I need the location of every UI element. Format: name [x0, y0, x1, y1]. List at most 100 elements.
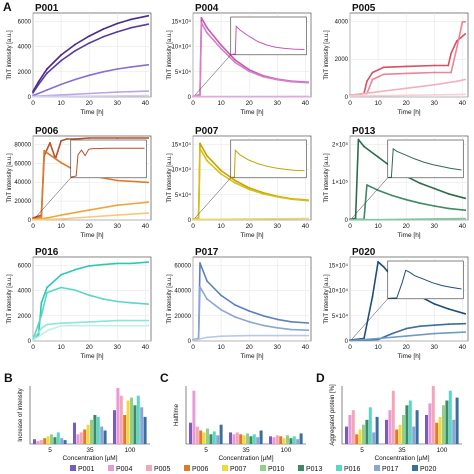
data-point	[433, 64, 436, 67]
bar	[86, 424, 90, 444]
bar	[56, 432, 60, 444]
bar	[296, 439, 300, 444]
data-point	[206, 336, 208, 339]
bar	[246, 433, 249, 444]
data-point	[234, 59, 237, 61]
series-line	[349, 21, 466, 97]
data-point	[32, 91, 34, 94]
line-chart-p007: 0 10 20 30 40 0 5×10⁴ 10×10⁴ 15×10⁴ Time [h] ThT i…	[167, 126, 312, 239]
data-point	[147, 324, 150, 327]
series-line	[192, 334, 309, 342]
data-point	[366, 184, 368, 186]
y-tick-label: 0	[345, 339, 349, 345]
bar-chart-d: 5 35 100 Concentration [µM] Aggregated prote…	[330, 384, 462, 462]
data-point	[377, 337, 379, 340]
y-axis-label: ThT intensity [a.u.]	[324, 274, 330, 324]
inset-series-line	[230, 25, 305, 56]
data-point	[447, 308, 450, 310]
data-point	[60, 324, 62, 327]
bar	[39, 440, 43, 444]
data-point	[366, 80, 368, 83]
bar	[435, 422, 439, 444]
data-point	[116, 324, 119, 327]
line-chart-p005: 0 10 20 30 40 0 2000 4000 Time [h] ThT intensity …	[324, 3, 469, 116]
x-tick-label: 10	[374, 344, 382, 351]
x-tick-label: 30	[431, 344, 439, 351]
x-tick-label: 30	[274, 344, 282, 351]
bar	[119, 395, 123, 444]
bar	[375, 416, 379, 444]
panel-title: P007	[195, 126, 219, 137]
inset-frame	[230, 139, 307, 179]
legend-swatch	[412, 465, 418, 471]
bar	[442, 405, 445, 444]
data-point	[147, 261, 150, 263]
data-point	[88, 95, 91, 98]
y-axis-label: ThT intensity [a.u.]	[167, 274, 173, 324]
data-point	[49, 142, 51, 144]
data-point	[220, 173, 223, 175]
data-point	[147, 63, 150, 66]
x-tick-label: 20	[86, 223, 94, 230]
data-point	[46, 217, 48, 219]
bar	[395, 429, 399, 444]
data-point	[220, 169, 223, 172]
data-point	[262, 314, 265, 317]
category-label: 35	[398, 447, 406, 454]
data-point	[88, 265, 91, 267]
x-tick-label: 20	[246, 100, 254, 107]
y-tick-label: 2×10⁵	[332, 141, 349, 148]
data-point	[40, 327, 43, 330]
data-point	[382, 73, 385, 76]
x-tick-label: 10	[57, 223, 65, 230]
y-axis-label: ThT intensity [a.u.]	[7, 274, 13, 324]
panel-title: P017	[195, 247, 219, 258]
bar	[206, 428, 209, 444]
data-point	[65, 138, 68, 140]
data-point	[248, 310, 251, 312]
data-point	[349, 218, 351, 221]
data-point	[130, 301, 133, 304]
data-point	[307, 322, 310, 324]
y-tick-label: 0	[188, 95, 192, 101]
bar	[345, 426, 348, 444]
data-point	[206, 298, 208, 300]
series-line	[32, 94, 149, 98]
y-tick-label: 1×10⁵	[332, 179, 349, 186]
y-tick-label: 20000	[174, 314, 191, 320]
x-tick-label: 30	[274, 100, 282, 107]
data-point	[464, 20, 467, 23]
x-tick-label: 30	[114, 223, 122, 230]
data-point	[307, 329, 310, 332]
data-point	[60, 322, 62, 325]
data-point	[102, 298, 105, 300]
x-tick-label: 30	[431, 223, 439, 230]
data-point	[147, 212, 150, 215]
y-axis-label: ThT intensity [a.u.]	[167, 30, 173, 80]
data-point	[60, 94, 62, 96]
data-point	[455, 80, 458, 83]
line-chart-p013: 0 10 20 30 40 0 1×10⁵ 2×10⁵ Time [h] ThT intensit…	[324, 126, 469, 239]
bar	[133, 405, 137, 444]
data-point	[206, 280, 208, 282]
data-point	[290, 198, 293, 201]
x-tick-label: 40	[459, 344, 467, 351]
data-point	[248, 334, 251, 337]
x-axis-label: Concentration [µM]	[62, 455, 117, 462]
data-point	[88, 294, 91, 297]
data-point	[447, 192, 450, 195]
data-point	[371, 71, 374, 74]
plot-frame	[192, 256, 312, 342]
data-point	[371, 78, 374, 81]
data-point	[447, 64, 450, 67]
series-line	[32, 15, 149, 92]
y-tick-label: 4000	[335, 19, 349, 25]
data-point	[363, 145, 365, 148]
data-point	[199, 94, 201, 96]
bar	[126, 400, 130, 444]
line-chart-p006: 0 10 20 30 40 0 20000 40000 60000 80000 Time [h] Th…	[7, 126, 152, 239]
y-tick-label: 6000	[18, 263, 32, 269]
category-label: 100	[437, 447, 448, 454]
x-tick-label: 10	[374, 223, 382, 230]
